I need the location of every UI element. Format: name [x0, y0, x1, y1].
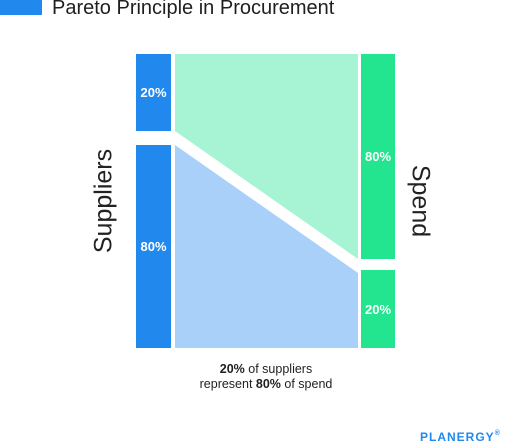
caption-suppliers-text: of suppliers — [244, 362, 313, 376]
spend-top-bar: 80% — [361, 54, 395, 259]
spend-bottom-percent: 20% — [364, 301, 392, 317]
caption-spend-value: 80% — [255, 377, 281, 391]
flow-bottom-suppliers-to-bottom-spend — [175, 145, 358, 348]
caption-represent-text: represent — [199, 377, 256, 391]
caption-line-1: 20% of suppliers — [200, 362, 333, 377]
caption-line-2: represent 80% of spend — [200, 377, 333, 392]
brand-name: PLANERGY — [420, 430, 495, 444]
flow-top-suppliers-to-top-spend — [175, 54, 358, 259]
spend-top-percent: 80% — [364, 149, 392, 164]
spend-bottom-bar: 20% — [361, 270, 395, 348]
spend-axis-label: Spend — [406, 164, 435, 238]
suppliers-top-percent: 20% — [140, 85, 167, 100]
caption-spend-text: of spend — [280, 377, 333, 391]
summary-caption: 20% of suppliers represent 80% of spend — [200, 362, 333, 392]
page-title: Pareto Principle in Procurement — [52, 0, 335, 19]
suppliers-bottom-percent: 80% — [140, 239, 167, 254]
brand-registered-mark: ® — [494, 430, 501, 437]
suppliers-top-bar: 20% — [136, 54, 171, 131]
suppliers-bottom-bar: 80% — [136, 145, 171, 348]
caption-suppliers-value: 20% — [219, 362, 245, 376]
suppliers-axis-label: Suppliers — [89, 148, 118, 254]
brand-logo: PLANERGY® — [420, 430, 501, 444]
title-accent-bar — [0, 0, 42, 15]
